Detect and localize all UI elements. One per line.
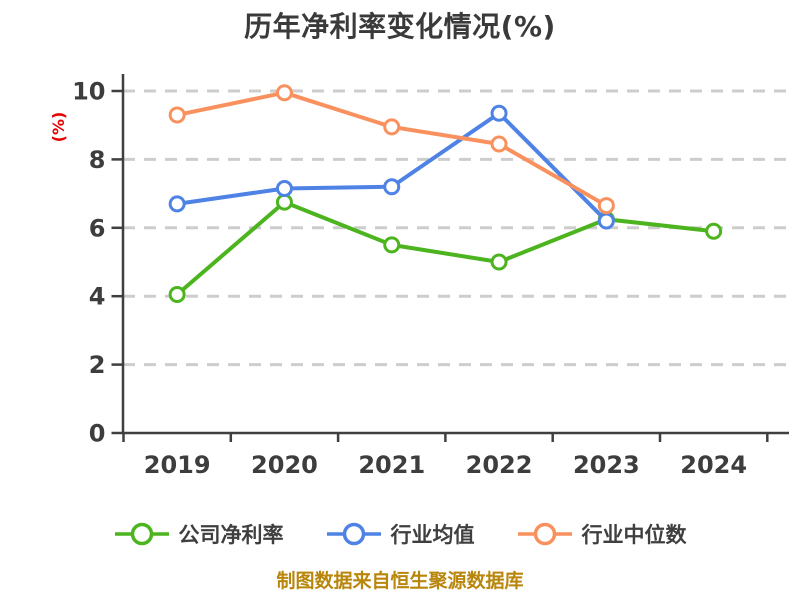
data-point-marker xyxy=(383,178,401,196)
data-point-marker xyxy=(168,285,186,303)
y-tick-label: 6 xyxy=(89,214,106,242)
legend-marker-icon xyxy=(326,522,381,546)
legend: 公司净利率 行业均值 行业中位数 xyxy=(0,519,800,549)
legend-item: 行业均值 xyxy=(326,519,475,549)
x-tick-label: 2021 xyxy=(358,451,425,479)
data-point-marker xyxy=(275,84,293,102)
data-point-marker xyxy=(705,222,723,240)
y-tick-label: 0 xyxy=(89,420,106,448)
x-tick-label: 2024 xyxy=(680,451,747,479)
y-tick-label: 8 xyxy=(89,146,106,174)
data-point-marker xyxy=(490,104,508,122)
legend-item: 行业中位数 xyxy=(517,519,687,549)
x-tick-label: 2020 xyxy=(251,451,318,479)
x-tick-label: 2022 xyxy=(466,451,533,479)
y-tick-label: 10 xyxy=(72,78,105,106)
data-point-marker xyxy=(383,118,401,136)
data-point-marker xyxy=(275,193,293,211)
data-point-marker xyxy=(597,197,615,215)
y-tick-label: 4 xyxy=(89,283,106,311)
y-axis-unit-label: (%) xyxy=(49,112,68,143)
legend-label: 行业中位数 xyxy=(581,523,687,547)
x-tick-label: 2019 xyxy=(144,451,211,479)
y-tick-label: 2 xyxy=(89,351,106,379)
data-point-marker xyxy=(597,212,615,230)
data-point-marker xyxy=(275,179,293,197)
x-tick-label: 2023 xyxy=(573,451,640,479)
data-point-marker xyxy=(383,236,401,254)
legend-marker-icon xyxy=(517,522,572,546)
legend-label: 行业均值 xyxy=(390,523,475,547)
data-source-note: 制图数据来自恒生聚源数据库 xyxy=(276,570,524,592)
legend-item: 公司净利率 xyxy=(114,519,284,549)
series-line xyxy=(175,200,716,297)
data-point-marker xyxy=(168,106,186,124)
data-point-marker xyxy=(168,195,186,213)
legend-label: 公司净利率 xyxy=(178,523,284,547)
chart-title: 历年净利率变化情况(%) xyxy=(244,10,556,43)
plot-area: 0 2 4 6 8 10 2019 2020 2021 2022 2023 2024 (%) xyxy=(49,74,789,479)
data-point-marker xyxy=(490,135,508,153)
data-point-marker xyxy=(490,253,508,271)
legend-marker-icon xyxy=(114,522,169,546)
